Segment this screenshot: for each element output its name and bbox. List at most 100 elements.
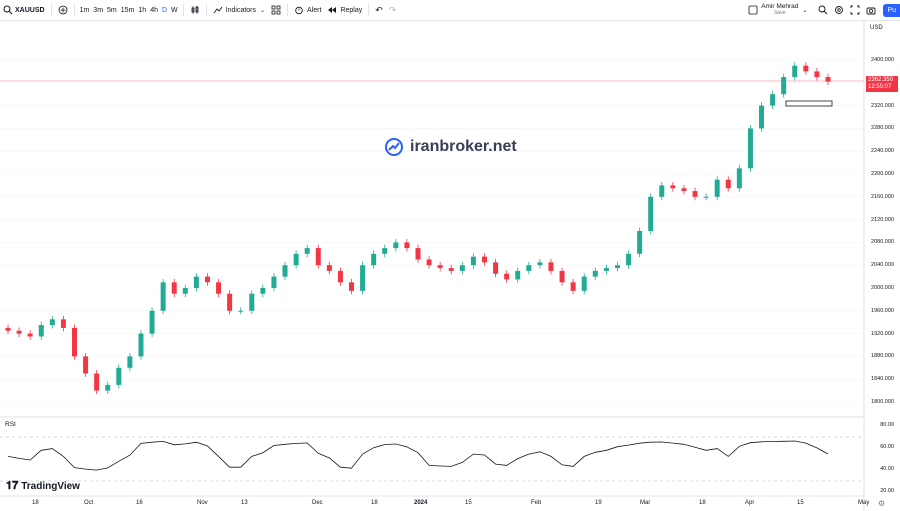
candle-body (293, 253, 299, 266)
undo-button[interactable]: ↶ (372, 0, 386, 20)
candle-body (504, 273, 510, 280)
alarm-icon (294, 5, 304, 15)
candle-body (603, 268, 609, 271)
candle-body (182, 288, 188, 294)
publish-button[interactable]: Pu (883, 3, 900, 17)
chevron-down-icon[interactable]: ⌄ (802, 7, 808, 14)
rsi-tick-label: 40.00 (880, 466, 894, 472)
alert-button[interactable]: Alert (291, 0, 324, 20)
rsi-layer (7, 440, 829, 471)
layouts-button[interactable] (268, 0, 284, 20)
candle-body (16, 330, 22, 334)
indicators-button[interactable]: Indicators ⌄ (210, 0, 268, 20)
time-tick-label: 15 (465, 500, 472, 506)
candle-body (360, 265, 366, 291)
candle-body (27, 333, 33, 337)
price-tick-label: 2320.000 (871, 102, 894, 109)
candle-body (127, 356, 133, 368)
snapshot-button[interactable] (863, 0, 879, 20)
candle-body (404, 242, 410, 249)
candle-body (515, 270, 521, 280)
candle-body (747, 128, 753, 169)
candle-body (448, 268, 454, 271)
candle-body (581, 276, 587, 291)
candle-body (592, 270, 598, 277)
timeframe-15m[interactable]: 15m (120, 6, 135, 14)
tv-logo-text: TradingView (21, 481, 80, 492)
candle-body (116, 367, 122, 385)
timeframe-1h[interactable]: 1h (138, 6, 147, 14)
timeframe-1m[interactable]: 1m (79, 6, 90, 14)
candle-body (681, 188, 687, 192)
candle-body (171, 282, 177, 294)
candle-body (692, 191, 698, 197)
rsi-tick-label: 60.00 (880, 444, 894, 450)
layout-select[interactable] (745, 0, 761, 20)
plus-circle-icon (58, 5, 68, 15)
price-tick-label: 2400.000 (871, 57, 894, 63)
candle-body (71, 327, 77, 357)
save-label: Save (774, 10, 786, 16)
fullscreen-button[interactable] (847, 0, 863, 20)
timeframe-3m[interactable]: 3m (93, 6, 104, 14)
candle-body (481, 256, 487, 263)
candle-body (570, 282, 576, 291)
candle-body (814, 71, 820, 78)
tv-logo-icon: 𝟏𝟕 (6, 480, 19, 492)
candle-body (493, 262, 499, 274)
drawn-rectangle[interactable] (785, 100, 833, 107)
currency-label[interactable]: USD (870, 25, 883, 31)
candle-body (138, 333, 144, 357)
price-tick-label: 1880.000 (871, 353, 894, 360)
chart-type-button[interactable] (187, 0, 203, 20)
candle-body (105, 384, 111, 391)
timeframe-d[interactable]: D (161, 6, 168, 14)
time-tick-label: Dec (312, 500, 323, 506)
quick-search-button[interactable] (815, 0, 831, 20)
redo-button[interactable]: ↷ (386, 0, 400, 20)
settings-button[interactable] (831, 0, 847, 20)
candle-body (271, 276, 277, 288)
time-tick-label: Nov (197, 500, 208, 506)
candle-body (49, 319, 55, 326)
candle-body (437, 265, 443, 269)
camera-icon (866, 5, 876, 15)
candle-body (725, 179, 731, 189)
timeframe-w[interactable]: W (171, 6, 178, 14)
price-tick-label: 1800.000 (871, 399, 894, 405)
current-price: 2362.350 (868, 77, 894, 83)
candle-body (792, 65, 798, 78)
right-toolbar: Amir Mehrad Save ⌄ Pu (745, 0, 900, 20)
compare-button[interactable] (55, 0, 71, 20)
candle-body (648, 196, 654, 231)
time-tick-label: 18 (699, 500, 706, 506)
symbol-label: XAUUSD (15, 6, 45, 14)
timeframe-5m[interactable]: 5m (107, 6, 117, 14)
price-tick-label: 2120.000 (871, 216, 894, 223)
top-toolbar: XAUUSD 1m 3m 5m 15m 1h 4h D W Indicators… (0, 0, 900, 21)
candle-body (260, 288, 266, 294)
tradingview-logo[interactable]: 𝟏𝟕 TradingView (6, 480, 80, 493)
candle-body (238, 310, 244, 312)
rsi-title[interactable]: RSI (5, 421, 16, 428)
time-tick-label: Oct (84, 500, 94, 506)
chart-canvas[interactable] (0, 21, 900, 511)
time-tick-label: May (858, 500, 870, 506)
replay-button[interactable]: Replay (324, 0, 365, 20)
watermark: iranbroker.net (384, 137, 517, 157)
axis-settings-icon[interactable]: ⚙ (878, 499, 886, 508)
candle-body (659, 185, 665, 197)
fullscreen-icon (850, 5, 860, 15)
rsi-line (7, 440, 829, 471)
indicators-icon (213, 5, 223, 15)
time-tick-label: Mar (640, 500, 651, 506)
symbol-search[interactable]: XAUUSD (0, 0, 48, 20)
candle-body (548, 262, 554, 271)
user-layout-menu[interactable]: Amir Mehrad Save (761, 3, 798, 16)
timeframe-4h[interactable]: 4h (150, 6, 158, 14)
candle-body (759, 105, 765, 129)
chart-growth-icon (384, 137, 404, 157)
candle-body (537, 262, 543, 266)
search-icon (3, 5, 13, 15)
indicators-label: Indicators (225, 6, 257, 14)
